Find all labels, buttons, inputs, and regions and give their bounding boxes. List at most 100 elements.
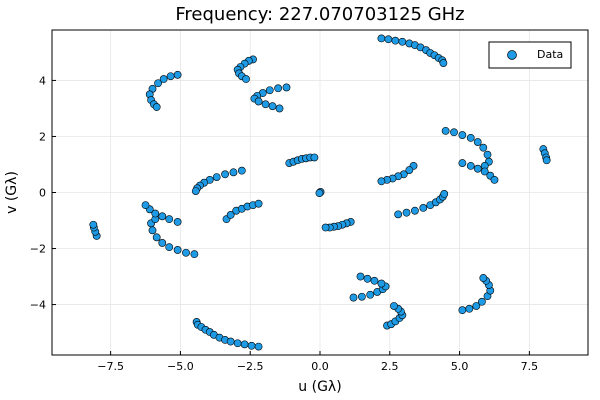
- y-tick-label: −2: [30, 243, 46, 256]
- data-point: [152, 103, 161, 111]
- x-tick-label: 7.5: [521, 360, 539, 373]
- data-point: [158, 212, 167, 221]
- data-point: [226, 337, 235, 346]
- data-point: [310, 153, 319, 162]
- data-point: [190, 250, 199, 259]
- data-point: [478, 297, 486, 306]
- data-point: [265, 86, 274, 95]
- data-point: [182, 248, 190, 257]
- y-tick-label: −4: [30, 299, 46, 312]
- data-point: [398, 37, 407, 46]
- data-point: [274, 84, 283, 93]
- data-point: [357, 292, 366, 301]
- data-point: [402, 208, 411, 217]
- legend-label: Data: [537, 48, 563, 61]
- y-axis-label: v (Gλ): [4, 171, 20, 214]
- data-point: [473, 164, 482, 173]
- data-point: [173, 218, 182, 226]
- data-point: [268, 102, 277, 111]
- data-point: [315, 189, 324, 197]
- data-point: [173, 70, 182, 79]
- data-point: [141, 201, 150, 210]
- data-point: [240, 340, 249, 349]
- data-point: [441, 126, 450, 135]
- data-point: [166, 72, 175, 81]
- data-point: [237, 166, 246, 175]
- x-tick-label: 2.5: [381, 360, 399, 373]
- data-point: [275, 104, 284, 113]
- data-point: [261, 100, 270, 109]
- data-point: [483, 150, 492, 159]
- data-point: [479, 274, 488, 282]
- data-point: [419, 204, 428, 212]
- x-tick-label: −2.5: [237, 360, 264, 373]
- data-point: [466, 161, 475, 170]
- chart-title: Frequency: 227.070703125 GHz: [175, 4, 464, 25]
- data-point: [366, 290, 375, 299]
- data-point: [349, 293, 358, 302]
- data-point: [490, 175, 499, 184]
- data-point: [458, 306, 467, 315]
- legend-marker: [507, 50, 517, 60]
- data-point: [148, 226, 157, 235]
- data-point: [226, 211, 235, 219]
- data-point: [356, 272, 365, 281]
- data-point: [377, 279, 386, 288]
- y-tick-label: 2: [39, 130, 46, 143]
- data-point: [89, 220, 98, 229]
- legend-box: [488, 41, 572, 69]
- data-point: [152, 233, 161, 242]
- x-tick-label: 0.0: [311, 360, 329, 373]
- data-point: [472, 302, 481, 310]
- y-tick-label: 4: [39, 74, 46, 87]
- data-point: [390, 302, 398, 310]
- data-point: [242, 75, 250, 83]
- data-point: [458, 159, 467, 167]
- data-point: [480, 167, 489, 176]
- data-point: [321, 223, 330, 232]
- x-axis-label: u (Gλ): [298, 379, 341, 395]
- plot-frame: [51, 29, 589, 356]
- data-point: [391, 36, 400, 45]
- data-point: [377, 34, 386, 43]
- data-point: [254, 97, 263, 106]
- data-point: [465, 304, 474, 313]
- x-tick-label: −7.5: [97, 360, 124, 373]
- data-point: [479, 143, 488, 152]
- x-tick-label: −5.0: [167, 360, 194, 373]
- data-point: [191, 187, 200, 195]
- data-point: [450, 128, 458, 137]
- data-point: [212, 173, 221, 181]
- data-point: [247, 341, 256, 350]
- data-point: [254, 199, 263, 208]
- y-tick-label: 0: [39, 187, 46, 200]
- data-point: [377, 177, 386, 186]
- data-point: [405, 166, 414, 174]
- data-point: [151, 209, 160, 218]
- data-point: [154, 79, 162, 88]
- data-point: [439, 59, 448, 67]
- data-point: [370, 276, 379, 285]
- data-point: [233, 339, 242, 348]
- data-point: [384, 35, 393, 44]
- data-point: [542, 156, 551, 165]
- data-point: [254, 342, 263, 351]
- data-point: [473, 138, 482, 146]
- data-point: [165, 215, 174, 224]
- data-point: [363, 274, 372, 283]
- data-point: [221, 170, 229, 179]
- data-point: [165, 243, 174, 252]
- data-point: [440, 190, 449, 198]
- data-point: [282, 83, 291, 92]
- data-points: [89, 34, 551, 351]
- legend: Data: [488, 41, 572, 69]
- data-point: [159, 75, 168, 83]
- data-point: [394, 210, 403, 219]
- ticks: −7.5 −5.0 −2.5 0.0 2.5 5.0 7.5 −4 −2 0 2 4: [30, 74, 538, 373]
- data-point: [466, 133, 475, 142]
- data-point: [229, 168, 238, 177]
- data-point: [173, 246, 182, 254]
- data-point: [158, 239, 167, 247]
- data-point: [411, 206, 419, 215]
